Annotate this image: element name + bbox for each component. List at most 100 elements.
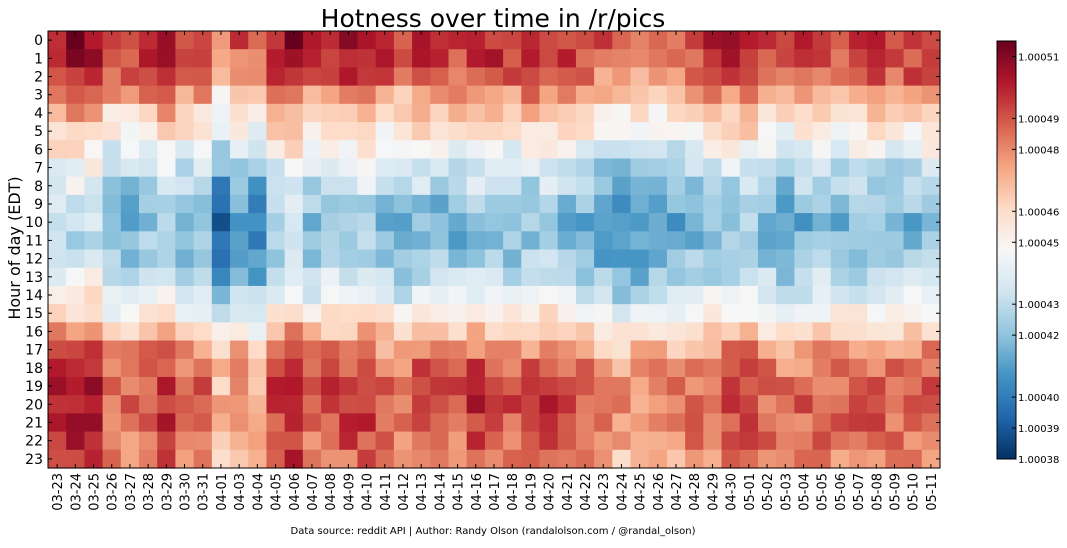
heatmap-cell <box>830 395 850 414</box>
heatmap-cell <box>794 249 814 269</box>
heatmap-cell <box>175 103 195 123</box>
heatmap-cell <box>630 140 650 160</box>
heatmap-cell <box>848 358 868 378</box>
heatmap-cell <box>484 103 504 123</box>
heatmap-cell <box>284 376 304 396</box>
heatmap-cell <box>630 267 650 287</box>
heatmap-cell <box>248 176 268 196</box>
colorbar-tick-label: 1.00045 <box>1018 238 1059 249</box>
heatmap-cell <box>830 267 850 287</box>
heatmap-cell <box>848 449 868 469</box>
heatmap-cell <box>66 140 85 160</box>
heatmap-cell <box>211 413 231 433</box>
heatmap-cell <box>302 122 322 141</box>
heatmap-cell <box>557 49 577 69</box>
heatmap-cell <box>102 358 122 378</box>
heatmap-cell <box>703 358 723 378</box>
heatmap-cell <box>575 340 595 360</box>
heatmap-cell <box>503 231 522 251</box>
heatmap-cell <box>685 85 704 105</box>
heatmap-cell <box>703 140 723 160</box>
heatmap-cell <box>721 395 741 414</box>
heatmap-cell <box>266 285 286 305</box>
heatmap-cell <box>703 395 723 414</box>
x-tick-label: 03-23 <box>51 473 66 511</box>
colorbar-tick-label: 1.00038 <box>1018 455 1059 466</box>
heatmap-cell <box>412 249 431 269</box>
heatmap-cell <box>412 194 431 214</box>
heatmap-cell <box>903 194 923 214</box>
heatmap-cell <box>102 449 122 469</box>
heatmap-cell <box>230 49 249 69</box>
heatmap-cell <box>284 413 304 433</box>
heatmap-cell <box>48 413 67 433</box>
heatmap-cell <box>830 340 850 360</box>
heatmap-cell <box>703 85 723 105</box>
heatmap-cell <box>175 358 195 378</box>
heatmap-cell <box>230 67 249 87</box>
heatmap-cell <box>612 231 632 251</box>
heatmap-cell <box>357 49 377 69</box>
heatmap-cell <box>666 304 686 323</box>
heatmap-cell <box>230 158 249 178</box>
heatmap-cell <box>666 249 686 269</box>
heatmap-cell <box>66 431 85 451</box>
heatmap-cell <box>375 67 395 87</box>
heatmap-cell <box>503 267 522 287</box>
heatmap-cell <box>867 449 886 469</box>
heatmap-cell <box>921 213 941 232</box>
heatmap-cell <box>703 231 723 251</box>
heatmap-cell <box>157 449 177 469</box>
heatmap-cell <box>557 176 577 196</box>
heatmap-cell <box>921 413 941 433</box>
heatmap-cell <box>794 358 814 378</box>
heatmap-cell <box>594 358 613 378</box>
heatmap-cell <box>503 176 522 196</box>
heatmap-cell <box>594 340 613 360</box>
colorbar-tick-label: 1.00043 <box>1018 300 1059 311</box>
heatmap-cell <box>193 231 213 251</box>
heatmap-cell <box>612 67 632 87</box>
heatmap-cell <box>739 194 759 214</box>
heatmap-cell <box>685 304 704 323</box>
heatmap-cell <box>757 158 777 178</box>
heatmap-cell <box>48 158 67 178</box>
y-tick-label: 19 <box>25 379 43 395</box>
heatmap-cell <box>284 358 304 378</box>
heatmap-cell <box>248 358 268 378</box>
heatmap-cell <box>830 67 850 87</box>
heatmap-cell <box>357 304 377 323</box>
heatmap-cell <box>539 376 559 396</box>
heatmap-cell <box>248 285 268 305</box>
heatmap-cell <box>230 194 249 214</box>
heatmap-cell <box>211 158 231 178</box>
heatmap-cell <box>721 49 741 69</box>
heatmap-cell <box>266 67 286 87</box>
heatmap-cell <box>575 194 595 214</box>
heatmap-cell <box>594 103 613 123</box>
heatmap-cell <box>776 340 795 360</box>
heatmap-cell <box>794 304 814 323</box>
heatmap-cell <box>648 140 668 160</box>
heatmap-cell <box>120 140 140 160</box>
heatmap-cell <box>248 322 268 342</box>
heatmap-cell <box>612 358 632 378</box>
heatmap-cell <box>284 340 304 360</box>
heatmap-cell <box>812 431 832 451</box>
x-tick-label: 04-27 <box>670 473 685 511</box>
heatmap-cell <box>120 304 140 323</box>
heatmap-cell <box>648 231 668 251</box>
heatmap-cell <box>575 49 595 69</box>
heatmap-cell <box>739 231 759 251</box>
heatmap-cell <box>575 395 595 414</box>
heatmap-cell <box>84 340 104 360</box>
heatmap-cell <box>721 431 741 451</box>
heatmap-cell <box>321 304 340 323</box>
heatmap-cell <box>139 213 158 232</box>
heatmap-cell <box>120 31 140 50</box>
x-tick-label: 04-26 <box>652 473 667 511</box>
heatmap-cell <box>666 231 686 251</box>
heatmap-cell <box>484 340 504 360</box>
heatmap-cell <box>466 140 486 160</box>
